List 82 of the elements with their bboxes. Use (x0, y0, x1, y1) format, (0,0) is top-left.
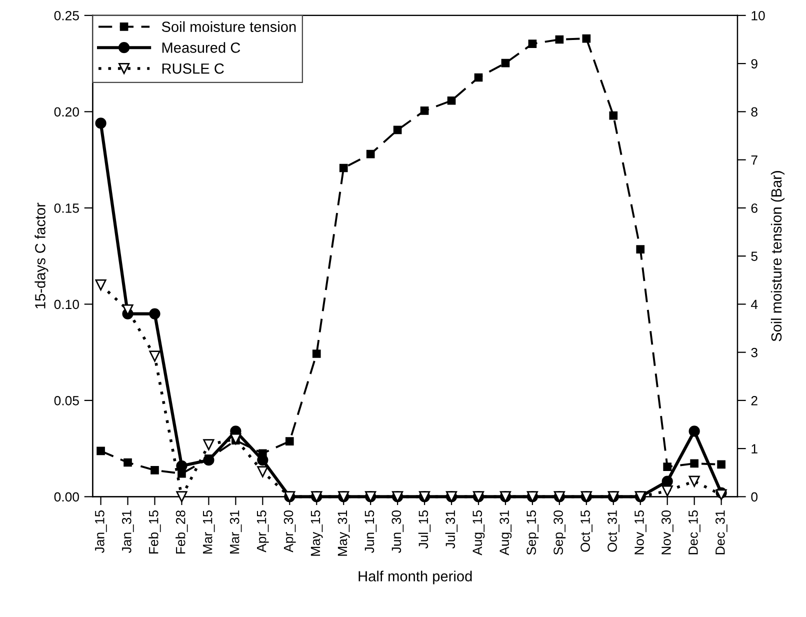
point (663, 462, 672, 472)
x-axis-title: Half month period (358, 570, 472, 584)
x-tick-label: Sep_15 (526, 510, 539, 555)
x-tick-label: Jul_31 (445, 510, 458, 549)
x-tick-label: Aug_31 (500, 510, 512, 556)
x-tick-label: May_15 (310, 510, 323, 556)
y2-tick-label: 7 (751, 156, 758, 165)
point (95, 279, 106, 290)
point (690, 459, 698, 468)
x-tick-label: Feb_15 (148, 510, 161, 554)
point (124, 458, 132, 467)
x-tick-label: Oct_31 (608, 510, 620, 552)
x-tick-label: Oct_15 (580, 510, 592, 552)
point (96, 446, 105, 456)
x-tick-label: Jul_15 (418, 510, 431, 549)
point (257, 466, 268, 478)
point (662, 476, 673, 487)
x-tick-label: Nov_15 (634, 510, 646, 554)
y-tick-label: 0.20 (54, 107, 79, 117)
point (528, 40, 537, 48)
legend-label: Measured C (162, 42, 240, 53)
point (501, 58, 510, 68)
point (688, 476, 700, 487)
y2-tick-label: 8 (751, 107, 758, 117)
legend-label: RUSLE C (162, 63, 224, 74)
x-tick-label: Apr_30 (284, 510, 296, 552)
x-tick-label: Aug_15 (472, 510, 485, 556)
y-tick-label: 0.00 (54, 492, 79, 502)
x-tick-label: Mar_15 (203, 510, 215, 554)
y2-tick-label: 1 (752, 444, 758, 454)
point (176, 491, 188, 502)
x-tick-label: Jan_15 (95, 510, 107, 553)
x-tick-label: Feb_28 (176, 510, 188, 554)
y-tick-label: 0.25 (54, 10, 79, 20)
point (312, 350, 321, 358)
point (230, 433, 242, 444)
point (149, 350, 160, 362)
point (636, 245, 645, 254)
point (717, 460, 726, 469)
y2-tick-label: 9 (751, 59, 758, 68)
y2-tick-label: 3 (751, 348, 758, 358)
point (609, 111, 618, 120)
y2-tick-label: 2 (751, 396, 758, 406)
legend-label: Soil moisture tension (162, 21, 296, 32)
y-axis-title: 15-days C factor (34, 202, 48, 308)
point (447, 96, 456, 105)
y2-tick-label: 6 (751, 203, 758, 213)
x-tick-label: Sep_30 (554, 510, 566, 555)
x-tick-label: Dec_15 (688, 510, 700, 554)
point (555, 35, 564, 44)
point (203, 439, 214, 450)
x-tick-label: Jun_30 (392, 510, 404, 553)
point (688, 426, 700, 437)
y2-axis-title: Soil moisture tension (Bar) (770, 171, 784, 342)
point (420, 106, 429, 115)
point (339, 164, 348, 172)
point (149, 308, 160, 320)
point (662, 485, 673, 496)
point (285, 437, 294, 446)
y2-tick-label: 0 (751, 492, 758, 502)
x-tick-label: Dec_31 (716, 510, 728, 554)
point (257, 454, 268, 466)
x-tick-label: Apr_15 (256, 510, 269, 552)
point (95, 118, 106, 129)
x-tick-label: Nov_30 (662, 510, 674, 554)
x-tick-label: May_31 (338, 510, 350, 556)
y2-tick-label: 4 (750, 300, 758, 309)
y2-tick-label: 5 (751, 252, 758, 261)
x-tick-label: Jun_15 (364, 510, 377, 553)
point (366, 150, 375, 158)
y-tick-label: 0.05 (54, 396, 79, 406)
x-tick-label: Mar_31 (230, 510, 242, 554)
y-tick-label: 0.10 (54, 300, 79, 310)
y2-tick-label: 10 (752, 10, 765, 20)
point (582, 34, 591, 43)
y-tick-label: 0.15 (54, 203, 79, 213)
point (176, 460, 188, 472)
point (203, 454, 214, 466)
point (150, 466, 159, 474)
point (393, 126, 402, 134)
x-tick-label: Jan_31 (122, 510, 134, 553)
point (474, 73, 483, 82)
